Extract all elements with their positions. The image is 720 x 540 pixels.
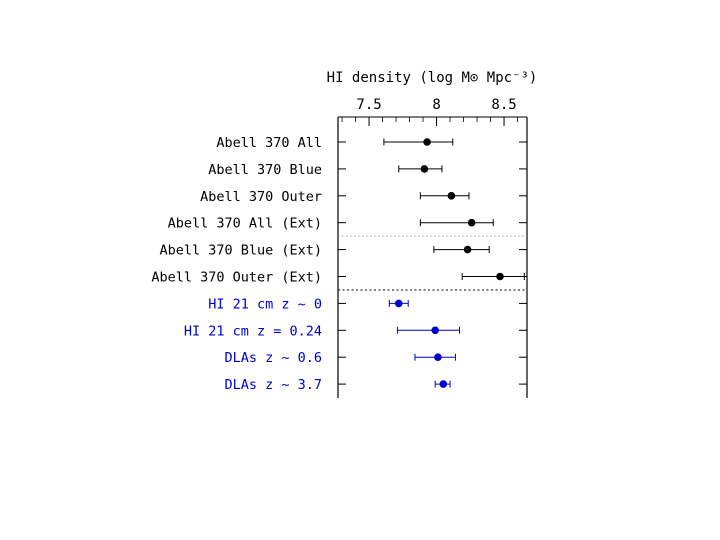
data-row: Abell 370 All (Ext) xyxy=(168,216,527,232)
row-label: Abell 370 All xyxy=(216,135,322,151)
x-axis-title: HI density (log M⊙ Mpc⁻³) xyxy=(327,70,538,86)
data-point xyxy=(447,192,456,200)
row-label: HI 21 cm z = 0.24 xyxy=(184,323,322,339)
data-point xyxy=(431,326,440,335)
data-point xyxy=(496,272,504,281)
data-point xyxy=(434,353,442,362)
data-row: DLAs z ~ 3.7 xyxy=(224,377,527,393)
data-point xyxy=(463,245,472,254)
plot-frame xyxy=(337,116,528,398)
row-label: Abell 370 Outer xyxy=(200,189,322,205)
row-label: Abell 370 Blue xyxy=(208,162,322,178)
data-row: Abell 370 All xyxy=(216,135,527,151)
data-rows: Abell 370 All Abell 370 Blue Abell 370 Out… xyxy=(151,135,527,393)
row-label: DLAs z ~ 3.7 xyxy=(224,377,322,393)
data-row: Abell 370 Blue (Ext) xyxy=(159,243,527,259)
data-point xyxy=(420,165,429,173)
row-label: HI 21 cm z ~ 0 xyxy=(208,296,322,312)
data-row: Abell 370 Outer (Ext) xyxy=(151,270,527,286)
tick-labels: 7.5 8 8.5 xyxy=(356,97,516,113)
row-label: Abell 370 Blue (Ext) xyxy=(159,243,322,259)
data-row: Abell 370 Outer xyxy=(200,189,527,205)
data-row: DLAs z ~ 0.6 xyxy=(224,350,527,366)
row-label: Abell 370 Outer (Ext) xyxy=(151,270,322,286)
data-row: HI 21 cm z = 0.24 xyxy=(184,323,527,339)
data-point xyxy=(394,299,403,308)
data-row: HI 21 cm z ~ 0 xyxy=(208,296,527,312)
row-label: DLAs z ~ 0.6 xyxy=(224,350,322,366)
x-tick-label: 8.5 xyxy=(491,97,516,113)
row-label: Abell 370 All (Ext) xyxy=(168,216,322,232)
data-point xyxy=(467,218,476,227)
data-point xyxy=(423,138,431,146)
data-point xyxy=(439,380,448,388)
x-tick-label: 7.5 xyxy=(356,97,381,113)
x-tick-label: 8 xyxy=(432,97,440,113)
data-row: Abell 370 Blue xyxy=(208,162,527,178)
